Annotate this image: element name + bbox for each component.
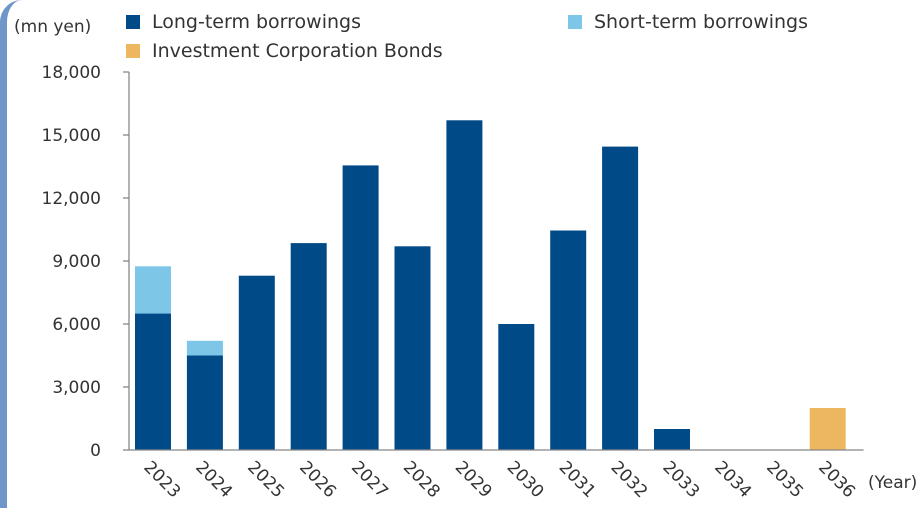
x-tick-label-2033: 2033: [658, 457, 703, 502]
legend-swatch-bonds: [126, 44, 140, 58]
legend-item-long-term: Long-term borrowings: [126, 11, 361, 33]
y-tick-label-1: 3,000: [52, 378, 101, 398]
x-tick-label-2026: 2026: [295, 457, 340, 502]
bar-2030-series-0: [498, 324, 535, 450]
bar-2023-series-1: [135, 266, 171, 314]
x-tick-label-2032: 2032: [607, 457, 652, 502]
x-tick-label-2027: 2027: [347, 457, 392, 502]
bar-2031-series-0: [550, 230, 587, 450]
y-tick-label-0: 0: [90, 441, 101, 461]
y-tick-label-2: 6,000: [52, 315, 101, 335]
x-tick-label-2023: 2023: [139, 457, 184, 502]
bar-2024-series-0: [186, 355, 223, 450]
x-tick-label-2031: 2031: [555, 457, 600, 502]
x-tick-label-2028: 2028: [399, 457, 444, 502]
bar-2028-series-0: [394, 246, 431, 450]
legend-swatch-long-term: [126, 15, 140, 29]
y-tick-label-4: 12,000: [42, 189, 101, 209]
x-tick-label-2025: 2025: [243, 457, 288, 502]
legend-item-bonds: Investment Corporation Bonds: [126, 40, 443, 62]
legend-label-bonds: Investment Corporation Bonds: [152, 40, 443, 62]
y-tick-label-3: 9,000: [52, 252, 101, 272]
bar-2032-series-0: [602, 146, 639, 450]
legend-item-short-term: Short-term borrowings: [568, 11, 808, 33]
bar-2026-series-0: [290, 243, 327, 450]
bar-2023-series-0: [135, 313, 171, 450]
legend-label-long-term: Long-term borrowings: [152, 11, 361, 33]
bar-2024-series-1: [186, 340, 223, 356]
x-tick-label-2024: 2024: [191, 457, 236, 502]
x-tick-label-2034: 2034: [710, 457, 755, 502]
y-tick-label-6: 18,000: [42, 63, 101, 83]
x-axis-label: (Year): [868, 473, 917, 493]
bar-2033-series-0: [654, 429, 690, 450]
y-axis-unit-label: (mn yen): [14, 17, 92, 37]
legend-swatch-short-term: [568, 15, 582, 29]
bar-2029-series-0: [446, 120, 483, 451]
y-tick-label-5: 15,000: [42, 126, 101, 146]
x-tick-label-2029: 2029: [451, 457, 496, 502]
bar-2025-series-0: [238, 275, 275, 450]
legend-label-short-term: Short-term borrowings: [594, 11, 809, 33]
x-tick-label-2036: 2036: [814, 457, 859, 502]
bar-2036-series-2: [809, 408, 846, 450]
x-tick-label-2035: 2035: [762, 457, 807, 502]
x-tick-label-2030: 2030: [503, 457, 548, 502]
bar-2027-series-0: [342, 165, 379, 450]
